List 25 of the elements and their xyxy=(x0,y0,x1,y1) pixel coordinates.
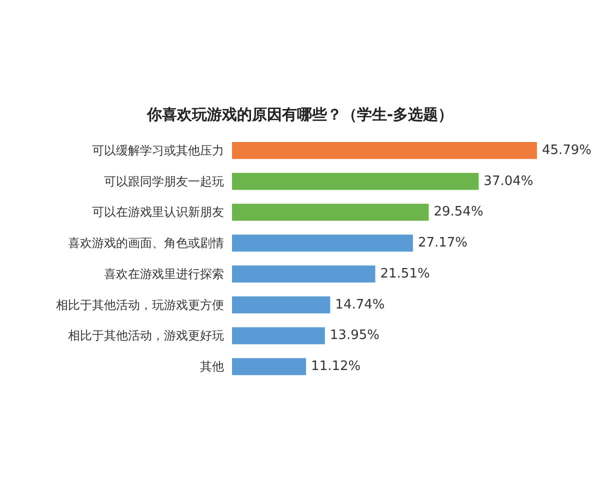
bar xyxy=(232,265,376,282)
data-label: 13.95% xyxy=(330,328,380,344)
bar xyxy=(232,204,429,221)
y-tick-label: 相比于其他活动，游戏更好玩 xyxy=(68,328,224,343)
y-tick-label: 可以在游戏里认识新朋友 xyxy=(92,205,224,220)
data-label: 37.04% xyxy=(484,174,534,189)
bar xyxy=(232,234,413,252)
y-tick-label: 喜欢在游戏里进行探索 xyxy=(104,266,224,281)
data-label: 21.51% xyxy=(380,266,430,282)
bar xyxy=(232,142,537,159)
chart-title: 你喜欢玩游戏的原因有哪些？（学生-多选题） xyxy=(146,106,454,124)
bar xyxy=(232,358,306,376)
data-label: 27.17% xyxy=(418,236,468,251)
y-tick-label: 可以缓解学习或其他压力 xyxy=(92,143,224,158)
bar xyxy=(232,296,330,314)
data-label: 29.54% xyxy=(434,204,484,220)
y-tick-label: 相比于其他活动，玩游戏更方便 xyxy=(56,298,224,312)
data-label: 14.74% xyxy=(335,297,385,312)
bar xyxy=(232,172,479,190)
bar xyxy=(232,327,325,344)
data-label: 11.12% xyxy=(311,359,361,374)
y-tick-label: 可以跟同学朋友一起玩 xyxy=(104,174,224,188)
y-tick-label: 其他 xyxy=(200,360,224,374)
y-tick-label: 喜欢游戏的画面、角色或剧情 xyxy=(68,236,224,250)
data-label: 45.79% xyxy=(542,142,592,158)
